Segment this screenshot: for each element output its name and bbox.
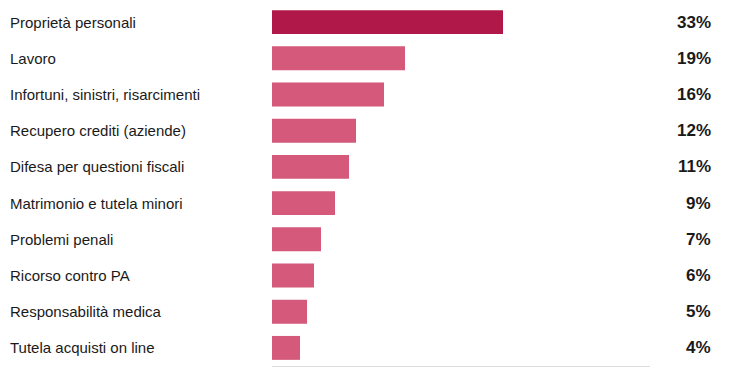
svg-text:19%: 19% — [677, 49, 711, 68]
svg-text:Difesa per questioni fiscali: Difesa per questioni fiscali — [10, 158, 184, 175]
svg-text:6%: 6% — [686, 266, 711, 285]
svg-text:16%: 16% — [677, 85, 711, 104]
svg-text:Problemi penali: Problemi penali — [10, 231, 113, 248]
svg-text:Recupero crediti (aziende): Recupero crediti (aziende) — [10, 122, 186, 139]
svg-text:Infortuni, sinistri, risarcime: Infortuni, sinistri, risarcimenti — [10, 86, 200, 103]
svg-text:7%: 7% — [686, 230, 711, 249]
svg-text:Lavoro: Lavoro — [10, 50, 56, 67]
svg-text:4%: 4% — [686, 338, 711, 357]
svg-text:9%: 9% — [686, 194, 711, 213]
svg-text:Ricorso contro PA: Ricorso contro PA — [10, 267, 130, 284]
svg-text:Responsabilità medica: Responsabilità medica — [10, 303, 162, 320]
svg-text:Matrimonio e tutela minori: Matrimonio e tutela minori — [10, 195, 183, 212]
svg-text:Tutela acquisti on line: Tutela acquisti on line — [10, 339, 155, 356]
svg-text:12%: 12% — [677, 121, 711, 140]
svg-text:11%: 11% — [678, 157, 711, 176]
svg-text:33%: 33% — [677, 13, 711, 32]
svg-text:5%: 5% — [686, 302, 711, 321]
svg-text:Proprietà personali: Proprietà personali — [10, 14, 136, 31]
